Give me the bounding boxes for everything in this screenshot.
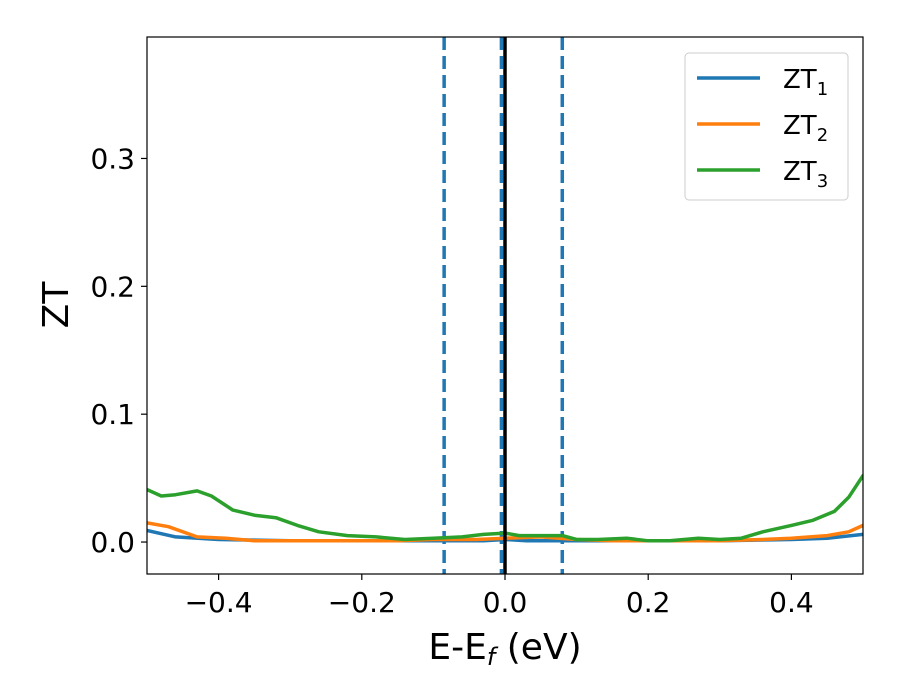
y-axis-label: ZT — [36, 281, 77, 329]
series-line-zt2 — [147, 521, 863, 543]
series-line-zt3 — [147, 473, 863, 543]
x-tick-label: 0.0 — [483, 586, 528, 619]
x-axis-label: E-Ef (eV) — [428, 627, 581, 671]
x-tick-label: −0.4 — [185, 586, 253, 619]
y-tick-label: 0.2 — [90, 270, 135, 303]
x-tick-label: −0.2 — [328, 586, 396, 619]
legend-label-zt3: ZT3 — [783, 157, 828, 192]
legend-box — [684, 52, 849, 201]
y-tick-label: 0.1 — [90, 398, 135, 431]
x-tick-label: 0.2 — [626, 586, 671, 619]
legend-label-zt1: ZT1 — [783, 65, 828, 100]
x-tick-label: 0.4 — [769, 586, 814, 619]
legend: ZT1 ZT2 ZT3 — [684, 52, 849, 201]
legend-label-zt2: ZT2 — [783, 111, 828, 146]
y-tick-label: 0.0 — [90, 526, 135, 559]
y-tick-label: 0.3 — [90, 142, 135, 175]
